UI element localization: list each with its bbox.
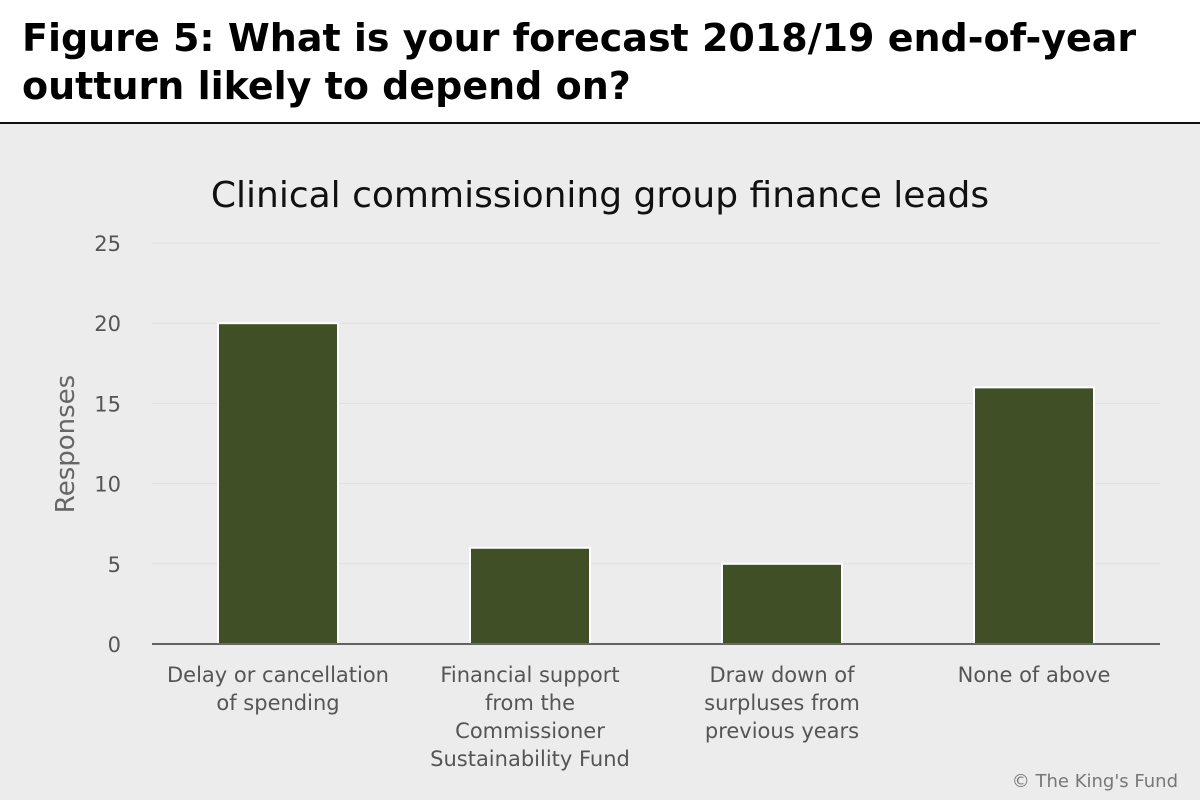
x-category-label-line: Delay or cancellation [167, 663, 389, 687]
y-axis-ticks: 0 5 10 15 20 25 [94, 232, 121, 657]
y-tick-label: 15 [94, 392, 121, 416]
x-category-label-line: Draw down of [709, 663, 855, 687]
x-category-label-line: None of above [958, 663, 1111, 687]
x-axis-categories: Delay or cancellation of spending Financia… [167, 663, 1110, 771]
x-category-label-line: Commissioner [455, 719, 605, 743]
chart-title: Clinical commissioning group finance lea… [211, 175, 989, 216]
bars [217, 322, 1095, 646]
x-category-label-line: of spending [216, 691, 339, 715]
y-tick-label: 5 [108, 553, 121, 577]
x-category-label: Delay or cancellation of spending [167, 663, 389, 715]
y-tick-label: 25 [94, 232, 121, 256]
y-tick-label: 20 [94, 312, 121, 336]
x-category-label-line: surpluses from [704, 691, 860, 715]
bar [217, 322, 339, 645]
figure-header: Figure 5: What is your forecast 2018/19 … [0, 0, 1200, 122]
bar [469, 546, 591, 646]
y-tick-label: 0 [108, 633, 121, 657]
y-axis-title: Responses [51, 375, 81, 513]
y-tick-label: 10 [94, 473, 121, 497]
x-category-label-line: previous years [705, 719, 859, 743]
x-category-label-line: from the [485, 691, 575, 715]
bar-chart: Clinical commissioning group finance lea… [51, 175, 1160, 771]
x-category-label-line: Financial support [440, 663, 619, 687]
header-divider [0, 122, 1200, 124]
x-category-label: None of above [958, 663, 1111, 687]
x-category-label-line: Sustainability Fund [430, 747, 630, 771]
copyright-notice: © The King's Fund [1011, 771, 1178, 792]
figure-title: Figure 5: What is your forecast 2018/19 … [22, 16, 1137, 108]
x-category-label: Draw down of surpluses from previous years [704, 663, 860, 743]
bar [973, 386, 1095, 645]
chart-panel: Clinical commissioning group finance lea… [0, 124, 1200, 800]
bar [721, 562, 843, 645]
x-category-label: Financial support from the Commissioner Sus… [430, 663, 630, 771]
